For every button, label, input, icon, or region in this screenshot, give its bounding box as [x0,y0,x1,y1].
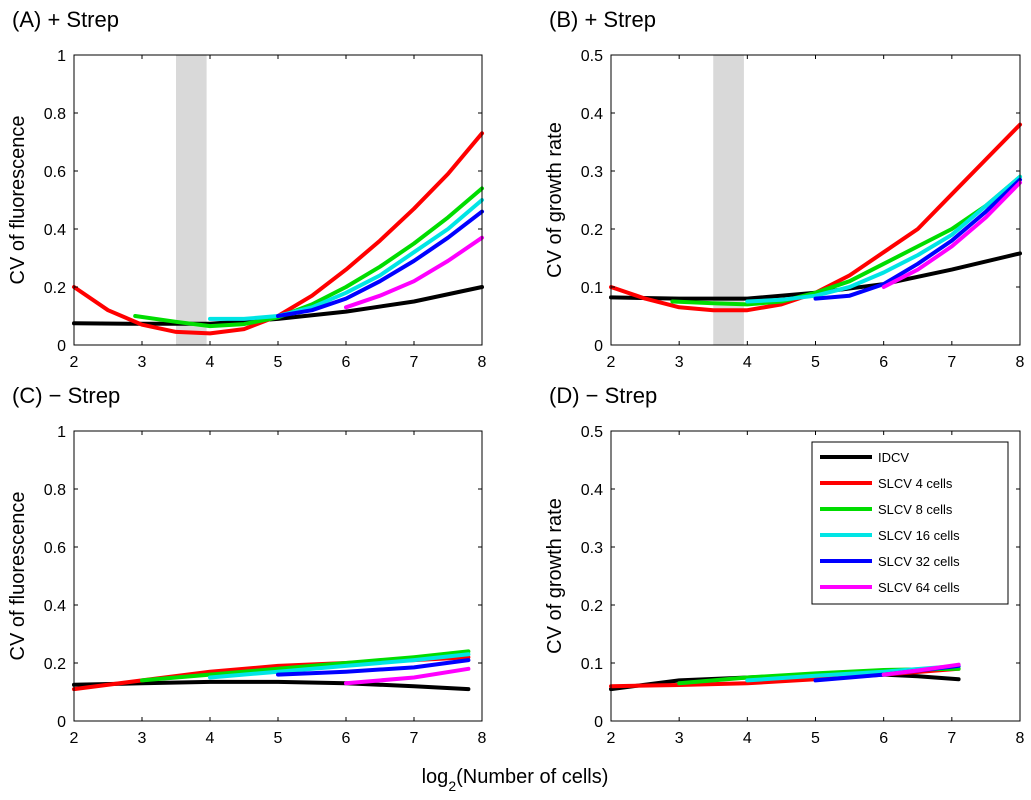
panel-title-D: (D) − Strep [549,383,657,408]
x-tick-label-B-6: 6 [879,354,888,371]
y-tick-label-C-4: 0.8 [44,482,66,499]
series-line-C-2 [140,649,471,683]
x-tick-label-B-4: 4 [743,354,752,371]
panel-title-B: (B) + Strep [549,7,656,32]
panel-A: 2 3 4 5 6 7 8 0 0.2 0.4 0.6 0.8 1 (A) + Strep CV of fl… [7,7,487,371]
y-tick-label-A-4: 0.8 [44,106,66,123]
series-line-A-4 [276,209,484,318]
y-axis-label-A: CV of fluorescence [7,116,29,285]
series-line-C-0 [72,679,471,692]
x-tick-label-A-8: 8 [478,354,487,371]
x-tick-label-A-4: 4 [206,354,215,371]
panel-title-C: (C) − Strep [12,383,120,408]
y-tick-label-D-2: 0.2 [581,598,603,615]
x-tick-label-D-5: 5 [811,730,820,747]
series-line-B-5 [881,180,1022,289]
y-tick-label-D-0: 0 [594,714,603,731]
y-tick-label-A-0: 0 [57,338,66,355]
x-tick-label-A-5: 5 [274,354,283,371]
y-tick-label-D-4: 0.4 [581,482,603,499]
series-line-B-3 [745,174,1022,304]
x-tick-label-C-4: 4 [206,730,215,747]
series-line-A-2 [133,186,484,329]
y-tick-label-A-5: 1 [57,48,66,65]
y-tick-label-B-3: 0.3 [581,164,603,181]
series-line-C-5 [344,666,471,686]
y-axis-label-B: CV of growth rate [544,122,566,278]
x-tick-label-D-7: 7 [947,730,956,747]
shaded-region-A [176,55,207,345]
x-tick-label-C-7: 7 [410,730,419,747]
y-tick-label-C-2: 0.4 [44,598,66,615]
y-tick-label-D-3: 0.3 [581,540,603,557]
x-axis-label-rest: (Number of cells) [456,766,608,788]
series-line-D-5 [881,662,961,677]
y-tick-label-A-1: 0.2 [44,280,66,297]
x-tick-label-A-3: 3 [138,354,147,371]
y-tick-label-B-5: 0.5 [581,48,603,65]
series-line-B-4 [813,177,1022,301]
y-tick-label-B-1: 0.1 [581,280,603,297]
legend-box [811,441,1009,605]
x-tick-label-B-8: 8 [1016,354,1025,371]
x-tick-label-B-7: 7 [947,354,956,371]
y-axis-label-D: CV of growth rate [544,498,566,654]
x-axis-label-main: log [422,766,449,788]
x-tick-label-D-8: 8 [1016,730,1025,747]
y-tick-label-B-2: 0.2 [581,222,603,239]
x-tick-label-D-2: 2 [607,730,616,747]
series-line-C-3 [208,652,471,680]
x-tick-label-C-2: 2 [70,730,79,747]
x-tick-label-C-6: 6 [342,730,351,747]
y-tick-label-D-1: 0.1 [581,656,603,673]
series-line-B-1 [609,122,1022,313]
series-line-B-2 [670,174,1022,307]
panel-C: 2 3 4 5 6 7 8 0 0.2 0.4 0.6 0.8 1 (C) − Strep CV of fl… [7,383,487,747]
y-tick-label-A-2: 0.4 [44,222,66,239]
x-axis-label: log2(Number of cells) [422,766,609,794]
x-tick-label-D-4: 4 [743,730,752,747]
y-tick-label-C-1: 0.2 [44,656,66,673]
legend-entry-1: SLCV 4 cells [878,476,953,491]
x-tick-label-A-2: 2 [70,354,79,371]
panel-D: 2 3 4 5 6 7 8 0 0.1 0.2 0.3 0.4 0.5 (D) − Strep CV of … [544,383,1025,747]
legend-entry-2: SLCV 8 cells [878,502,953,517]
x-tick-label-B-2: 2 [607,354,616,371]
x-tick-label-D-3: 3 [675,730,684,747]
series-line-A-5 [344,235,484,310]
y-tick-label-C-3: 0.6 [44,540,66,557]
y-tick-label-C-5: 1 [57,424,66,441]
legend-entry-0: IDCV [878,450,909,465]
x-tick-label-C-8: 8 [478,730,487,747]
legend-entry-3: SLCV 16 cells [878,528,960,543]
legend-entry-5: SLCV 64 cells [878,580,960,595]
x-tick-label-A-7: 7 [410,354,419,371]
x-tick-label-A-6: 6 [342,354,351,371]
panels-group: 2 3 4 5 6 7 8 0 0.2 0.4 0.6 0.8 1 (A) + Strep CV of fl… [7,7,1025,747]
legend-entry-4: SLCV 32 cells [878,554,960,569]
x-axis-label-subscript: 2 [448,778,456,794]
x-tick-label-B-3: 3 [675,354,684,371]
y-tick-label-A-3: 0.6 [44,164,66,181]
y-axis-label-C: CV of fluorescence [7,492,29,661]
legend: IDCV SLCV 4 cells SLCV 8 cells SLCV 16 cell… [811,441,1009,605]
y-tick-label-D-5: 0.5 [581,424,603,441]
x-tick-label-D-6: 6 [879,730,888,747]
series-line-A-3 [208,198,484,321]
panel-title-A: (A) + Strep [12,7,119,32]
x-tick-label-C-5: 5 [274,730,283,747]
panel-B: 2 3 4 5 6 7 8 0 0.1 0.2 0.3 0.4 0.5 (B) + Strep CV of … [544,7,1025,371]
y-tick-label-B-0: 0 [594,338,603,355]
y-tick-label-B-4: 0.4 [581,106,603,123]
y-tick-label-C-0: 0 [57,714,66,731]
series-line-A-1 [72,131,484,336]
x-tick-label-B-5: 5 [811,354,820,371]
series-line-C-4 [276,658,471,677]
x-tick-label-C-3: 3 [138,730,147,747]
